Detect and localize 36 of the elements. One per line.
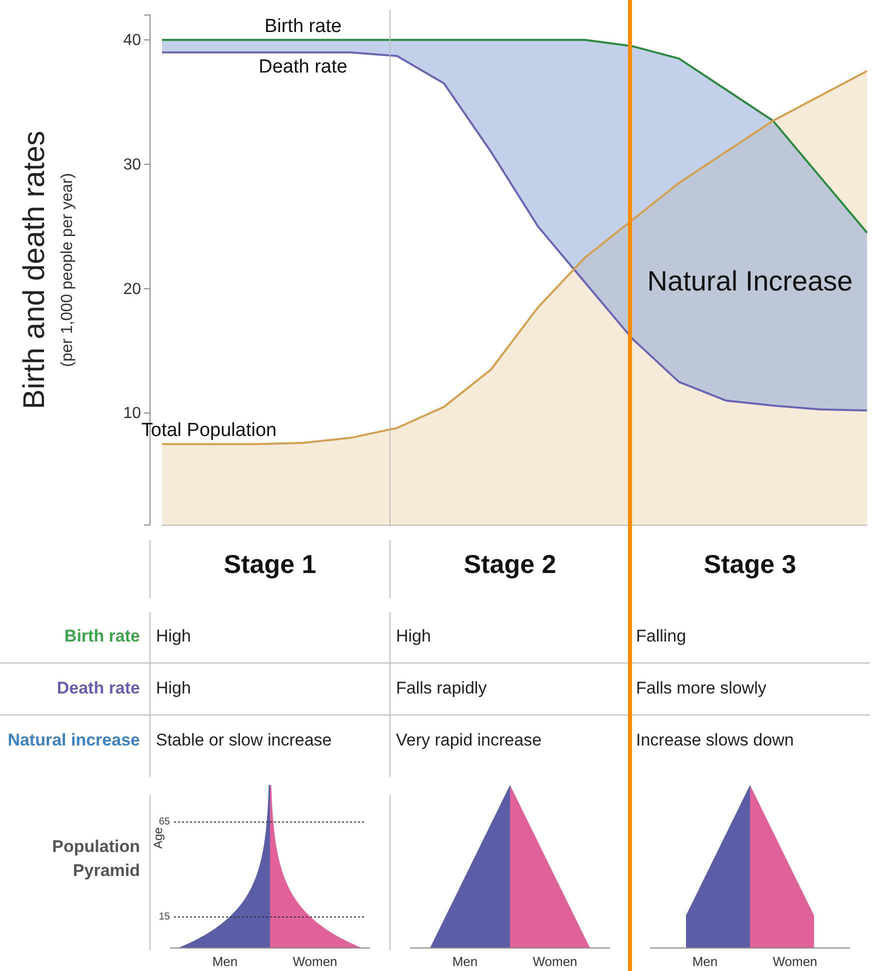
text: 65: [158, 816, 170, 828]
y-axis-title: Birth and death rates: [18, 130, 51, 410]
text: Men: [212, 954, 238, 969]
text: Falling: [636, 626, 686, 646]
y-tick-label: 30: [123, 156, 142, 174]
text: Falls rapidly: [396, 678, 487, 698]
y-tick-label: 40: [123, 32, 142, 49]
category-label: Stage 1: [224, 549, 316, 579]
text: Very rapid increase: [396, 730, 542, 750]
category-label: Stage 2: [464, 549, 556, 579]
text: Women: [772, 954, 818, 969]
text: Falls more slowly: [636, 678, 766, 698]
text: Population Pyramid: [52, 837, 140, 880]
text: High: [156, 626, 191, 646]
series-label: Total Population: [141, 420, 277, 442]
y-tick-label: 10: [123, 405, 142, 422]
series-label: Birth rate: [264, 16, 342, 37]
text: High: [156, 678, 191, 698]
annotation: Natural Increase: [647, 265, 853, 296]
text: Age: [151, 827, 165, 849]
category-label: Birth rate: [64, 626, 140, 646]
text: Men: [452, 954, 478, 969]
text: 15: [158, 912, 170, 923]
y-tick-label: 20: [123, 280, 142, 298]
category-label: Death rate: [56, 678, 140, 698]
text: Men: [692, 954, 718, 969]
text: Women: [292, 954, 338, 969]
text: Increase slows down: [636, 730, 794, 750]
line-series: [161, 38, 868, 234]
text: High: [396, 626, 431, 646]
text: (per 1,000 people per year): [59, 173, 76, 367]
category-label: Stage 3: [704, 549, 796, 579]
category-label: Natural increase: [8, 730, 140, 750]
text: Stable or slow increase: [156, 730, 332, 750]
series-label: Death rate: [258, 56, 348, 78]
text: Women: [532, 954, 578, 969]
